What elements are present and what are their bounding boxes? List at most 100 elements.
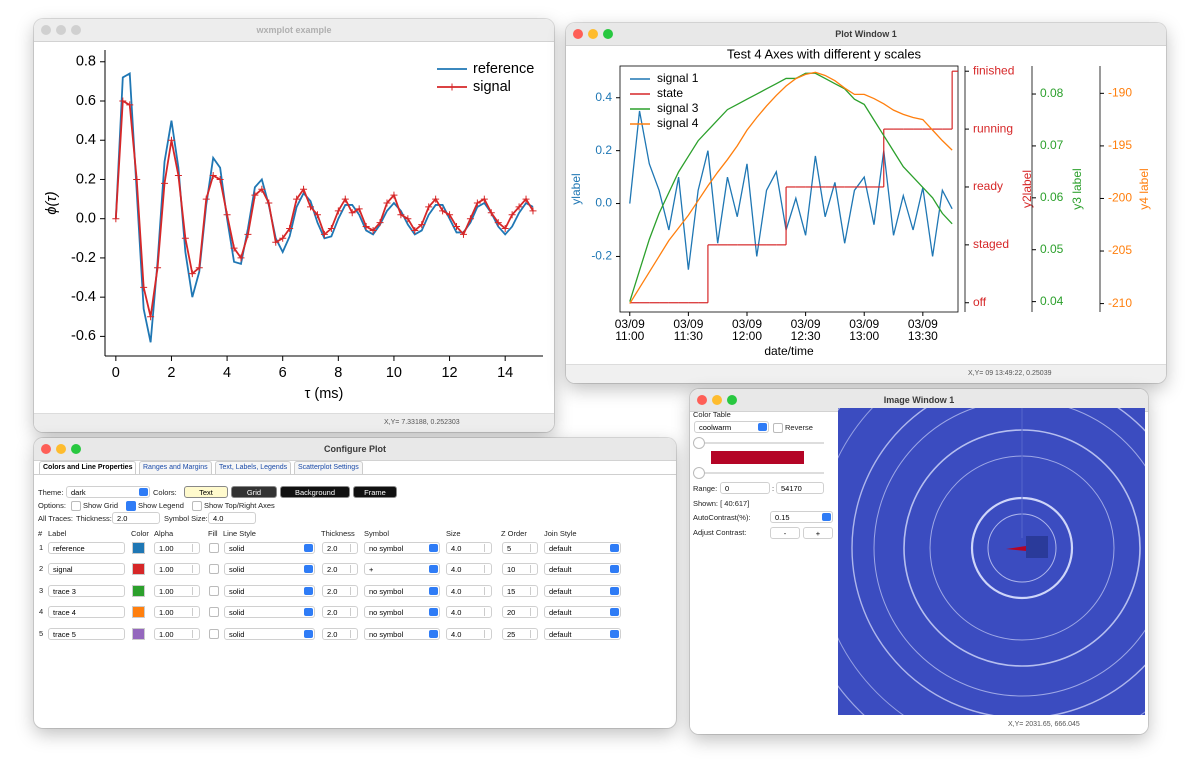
symbol-select[interactable]: + bbox=[364, 563, 440, 576]
select-arrow bbox=[429, 608, 438, 617]
contrast-increase[interactable]: + bbox=[803, 527, 833, 539]
join-style-select-value: default bbox=[549, 544, 572, 553]
alpha-input[interactable]: 1.00 bbox=[154, 627, 200, 640]
z-order-input[interactable]: 15 bbox=[502, 584, 538, 597]
zoom-button[interactable] bbox=[727, 395, 737, 405]
colormap-select[interactable]: coolwarm bbox=[694, 421, 769, 433]
fill-checkbox[interactable] bbox=[209, 628, 219, 639]
alpha-input[interactable]: 1.00 bbox=[154, 606, 200, 619]
color-swatch[interactable] bbox=[132, 584, 145, 597]
label-input[interactable]: signal bbox=[48, 563, 125, 576]
color-button[interactable]: Background bbox=[280, 486, 350, 498]
close-button[interactable] bbox=[41, 444, 51, 454]
thickness-input[interactable]: 2.0 bbox=[322, 606, 358, 619]
line-style-select[interactable]: solid bbox=[224, 606, 315, 619]
line-style-select[interactable]: solid bbox=[224, 563, 315, 576]
alpha-input-value: 1.00 bbox=[159, 629, 174, 639]
fill-checkbox[interactable] bbox=[209, 543, 219, 553]
slider-knob[interactable] bbox=[693, 437, 705, 449]
z-order-input[interactable]: 5 bbox=[502, 542, 538, 554]
color-swatch[interactable] bbox=[132, 627, 145, 640]
symbol-size-input[interactable]: 4.0 bbox=[208, 512, 256, 524]
theme-select[interactable]: dark bbox=[66, 486, 150, 498]
auto-contrast-select[interactable]: 0.15 bbox=[770, 511, 833, 523]
color-swatch[interactable] bbox=[132, 563, 145, 576]
minimize-button[interactable] bbox=[712, 395, 722, 405]
color-button[interactable]: Text bbox=[184, 486, 228, 498]
tab[interactable]: Text, Labels, Legends bbox=[215, 461, 292, 474]
symbol-select[interactable]: no symbol bbox=[364, 627, 440, 640]
tab[interactable]: Colors and Line Properties bbox=[39, 461, 137, 474]
alpha-input[interactable]: 1.00 bbox=[154, 563, 200, 576]
label-input[interactable]: trace 4 bbox=[48, 606, 125, 619]
z-order-input[interactable]: 25 bbox=[502, 627, 538, 640]
size-input[interactable]: 4.0 bbox=[446, 584, 492, 597]
range-min[interactable]: 0 bbox=[720, 482, 770, 494]
alpha-input[interactable]: 1.00 bbox=[154, 542, 200, 554]
minimize-button[interactable] bbox=[588, 29, 598, 39]
range-max[interactable]: 54170 bbox=[776, 482, 824, 494]
symbol-size-label: Symbol Size: bbox=[164, 514, 208, 523]
line-style-select[interactable]: solid bbox=[224, 627, 315, 640]
spinner bbox=[192, 608, 197, 617]
color-button[interactable]: Frame bbox=[353, 486, 397, 498]
line-style-select[interactable]: solid bbox=[224, 584, 315, 597]
color-button[interactable]: Grid bbox=[231, 486, 277, 498]
size-input[interactable]: 4.0 bbox=[446, 627, 492, 640]
line-style-select[interactable]: solid bbox=[224, 542, 315, 554]
size-input[interactable]: 4.0 bbox=[446, 542, 492, 554]
close-button[interactable] bbox=[41, 25, 51, 35]
color-swatch[interactable] bbox=[132, 542, 145, 554]
select-arrow bbox=[610, 629, 619, 638]
z-order-input[interactable]: 10 bbox=[502, 563, 538, 576]
image-background bbox=[838, 408, 1145, 715]
thickness-input[interactable]: 2.0 bbox=[322, 563, 358, 576]
size-input[interactable]: 4.0 bbox=[446, 606, 492, 619]
zoom-button[interactable] bbox=[71, 25, 81, 35]
z-order-input[interactable]: 20 bbox=[502, 606, 538, 619]
option-label: Show Legend bbox=[138, 501, 184, 510]
fill-checkbox[interactable] bbox=[209, 607, 219, 618]
join-style-select[interactable]: default bbox=[544, 584, 621, 597]
thickness-input[interactable]: 2.0 bbox=[112, 512, 160, 524]
minimize-button[interactable] bbox=[56, 25, 66, 35]
thickness-input[interactable]: 2.0 bbox=[322, 542, 358, 554]
thickness-input[interactable]: 2.0 bbox=[322, 627, 358, 640]
option-checkbox[interactable] bbox=[192, 501, 202, 511]
join-style-select[interactable]: default bbox=[544, 563, 621, 576]
tab[interactable]: Scatterplot Settings bbox=[294, 461, 363, 474]
tab[interactable]: Ranges and Margins bbox=[139, 461, 212, 474]
fill-checkbox[interactable] bbox=[209, 585, 219, 596]
color-swatch[interactable] bbox=[132, 606, 145, 619]
alpha-input[interactable]: 1.00 bbox=[154, 584, 200, 597]
reverse-checkbox[interactable] bbox=[773, 423, 783, 433]
thickness-input[interactable]: 2.0 bbox=[322, 584, 358, 597]
contrast-decrease[interactable]: - bbox=[770, 527, 800, 539]
label-input[interactable]: reference bbox=[48, 542, 125, 554]
label-input[interactable]: trace 5 bbox=[48, 627, 125, 640]
line-style-select-value: solid bbox=[229, 629, 245, 639]
option-checkbox[interactable] bbox=[71, 501, 81, 511]
symbol-select[interactable]: no symbol bbox=[364, 606, 440, 619]
row-index: 1 bbox=[39, 543, 44, 552]
symbol-select[interactable]: no symbol bbox=[364, 542, 440, 554]
join-style-select[interactable]: default bbox=[544, 627, 621, 640]
size-input[interactable]: 4.0 bbox=[446, 563, 492, 576]
label-input[interactable]: trace 3 bbox=[48, 584, 125, 597]
fill-checkbox[interactable] bbox=[209, 564, 219, 575]
slider-knob[interactable] bbox=[693, 467, 705, 479]
zoom-button[interactable] bbox=[71, 444, 81, 454]
window-title: Plot Window 1 bbox=[835, 29, 897, 39]
status-bar: X,Y= 2031.65, 666.045 bbox=[690, 716, 1148, 734]
join-style-select[interactable]: default bbox=[544, 542, 621, 554]
zoom-button[interactable] bbox=[603, 29, 613, 39]
option-checkbox[interactable] bbox=[126, 501, 136, 511]
plot-window: wxmplot example X,Y= 7.33188, 0.252303 bbox=[34, 19, 554, 432]
colorbar bbox=[711, 451, 804, 464]
join-style-select[interactable]: default bbox=[544, 606, 621, 619]
close-button[interactable] bbox=[573, 29, 583, 39]
close-button[interactable] bbox=[697, 395, 707, 405]
symbol-select[interactable]: no symbol bbox=[364, 584, 440, 597]
window-title: Configure Plot bbox=[324, 444, 386, 454]
minimize-button[interactable] bbox=[56, 444, 66, 454]
